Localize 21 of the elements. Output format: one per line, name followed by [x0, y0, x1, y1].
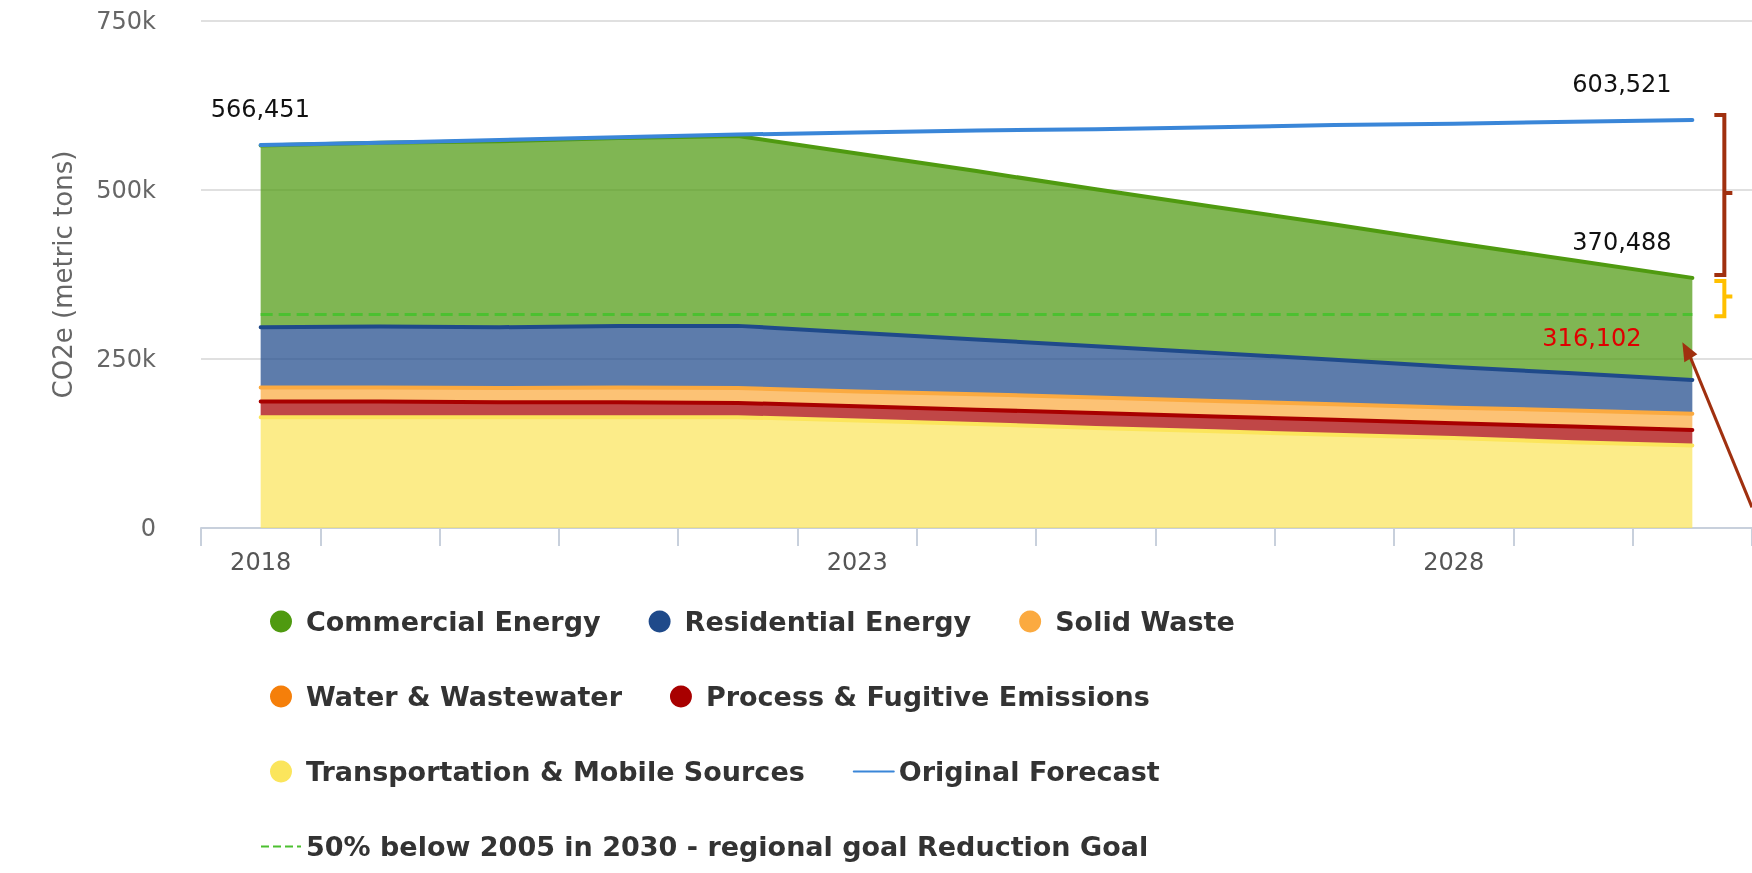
y-tick-label: 750k	[96, 7, 157, 35]
legend-label: Solid Waste	[1055, 606, 1235, 637]
legend-label: 50% below 2005 in 2030 - regional goal Reduction Goal	[306, 831, 1149, 862]
annotation: 566,451	[210, 95, 310, 124]
legend-label: Process & Fugitive Emissions	[705, 681, 1150, 712]
y-tick-label: 250k	[96, 345, 157, 373]
x-tick-label: 2018	[230, 548, 292, 576]
line-series	[258, 118, 1695, 148]
legend-label: Transportation & Mobile Sources	[306, 756, 805, 787]
annotation: 370,488	[1572, 227, 1672, 256]
y-axis-title: CO2e (metric tons)	[48, 150, 78, 399]
legend-label: Original Forecast	[898, 756, 1160, 787]
y-tick-label: 0	[140, 514, 156, 542]
x-tick-label: 2023	[826, 548, 888, 576]
legend-label: Water & Wastewater	[306, 681, 623, 712]
annotation: 603,521	[1572, 70, 1672, 99]
x-tick-label: 2028	[1423, 548, 1485, 576]
legend-label: Commercial Energy	[306, 606, 602, 637]
legend-label: Residential Energy	[684, 606, 972, 637]
annotation: 316,102	[1542, 324, 1642, 353]
y-tick-label: 500k	[96, 176, 157, 204]
